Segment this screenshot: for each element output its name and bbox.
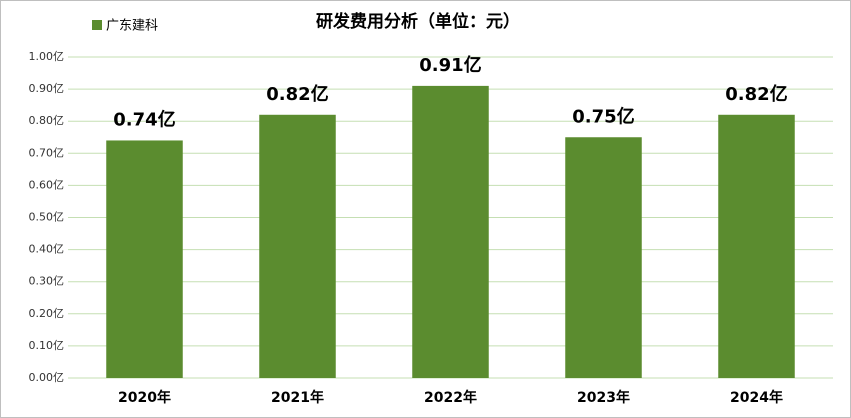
value-label: 0.82亿 (266, 83, 328, 105)
y-tick-label: 0.90亿 (29, 82, 65, 95)
bar (412, 85, 489, 378)
legend-swatch (92, 20, 102, 30)
x-tick-label: 2024年 (730, 389, 783, 406)
y-tick-label: 0.30亿 (29, 275, 65, 288)
x-tick-label: 2020年 (118, 389, 171, 406)
value-label: 0.82亿 (725, 83, 787, 105)
value-label: 0.75亿 (572, 105, 634, 127)
bar (718, 114, 795, 378)
chart-title: 研发费用分析（单位：元） (316, 11, 520, 32)
y-tick-label: 0.60亿 (29, 178, 65, 191)
value-label: 0.74亿 (113, 108, 175, 130)
y-tick-label: 0.20亿 (29, 307, 65, 320)
y-tick-label: 0.80亿 (29, 114, 65, 127)
y-tick-label: 0.00亿 (29, 371, 65, 384)
bar (259, 114, 336, 378)
x-tick-label: 2021年 (271, 389, 324, 406)
y-tick-label: 0.70亿 (29, 146, 65, 159)
value-label: 0.91亿 (419, 54, 481, 76)
x-tick-label: 2022年 (424, 389, 477, 406)
bar (565, 137, 642, 378)
x-tick-label: 2023年 (577, 389, 630, 406)
y-tick-label: 1.00亿 (29, 50, 65, 63)
bar (106, 140, 183, 378)
y-tick-label: 0.50亿 (29, 211, 65, 224)
y-tick-label: 0.40亿 (29, 243, 65, 256)
legend-label: 广东建科 (106, 19, 158, 34)
y-tick-label: 0.10亿 (29, 339, 65, 352)
